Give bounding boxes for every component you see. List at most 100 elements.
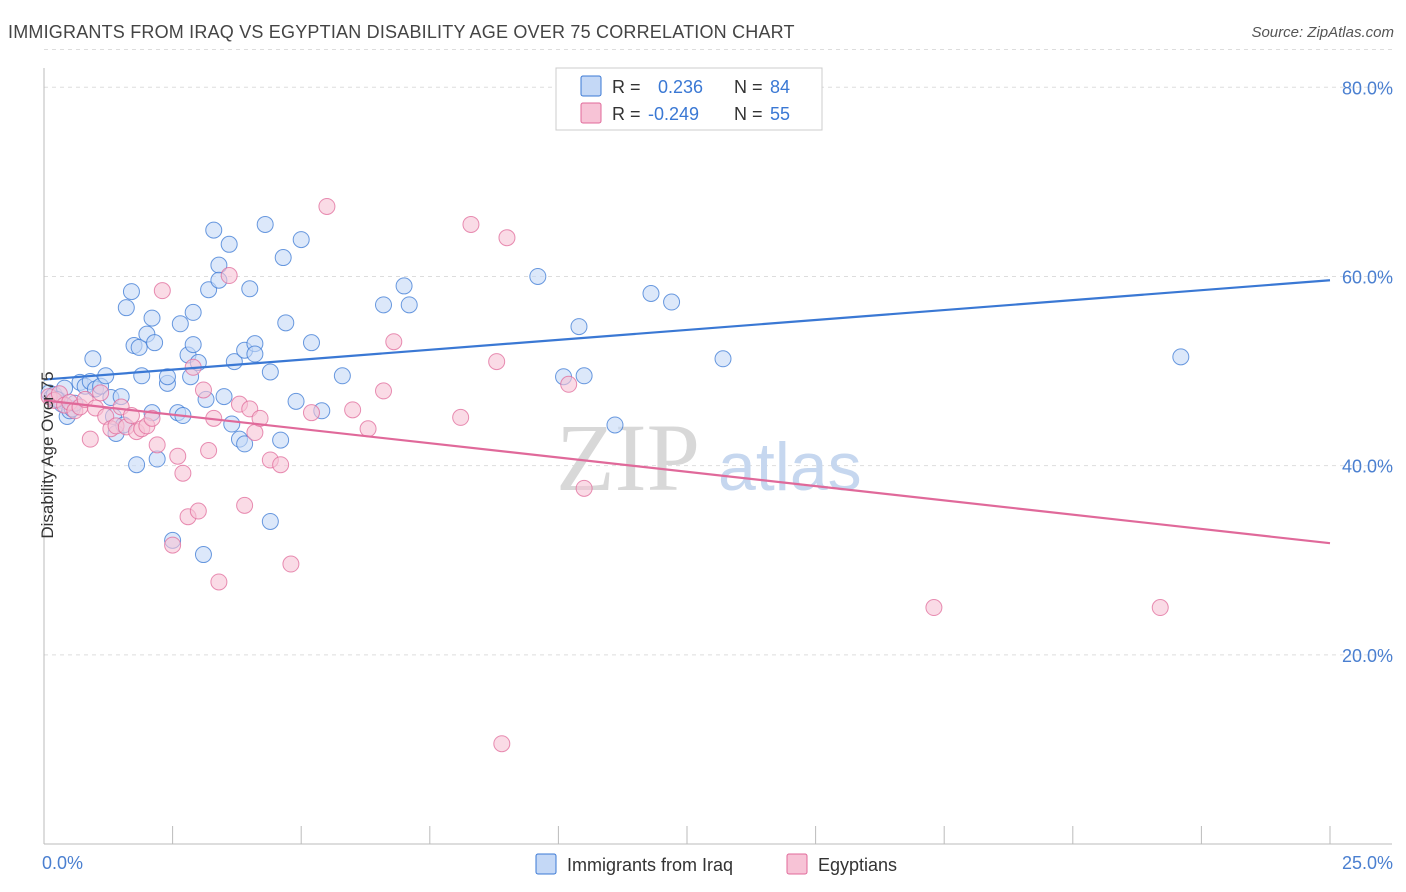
legend-swatch-egyptians (786, 853, 808, 875)
point-egyptians-54 (575, 479, 593, 497)
stats-r-label-egyptians: R = (612, 104, 641, 124)
y-tick-label-3: 80.0% (1342, 78, 1393, 98)
axes (43, 68, 1392, 845)
point-iraq-68 (302, 334, 320, 352)
point-iraq-27 (133, 367, 151, 385)
point-iraq-76 (570, 318, 588, 336)
point-iraq-57 (241, 280, 259, 298)
point-iraq-31 (146, 334, 164, 352)
point-iraq-32 (148, 450, 166, 468)
y-tick-label-0: 20.0% (1342, 646, 1393, 666)
point-iraq-65 (277, 314, 295, 332)
trend-line-egyptians (43, 399, 1331, 545)
point-iraq-79 (642, 284, 660, 302)
stats-r-value-egyptians: -0.249 (648, 104, 699, 124)
trend-lines (43, 279, 1331, 545)
point-egyptians-50 (488, 353, 506, 371)
point-egyptians-23 (164, 536, 182, 554)
point-iraq-61 (261, 512, 279, 530)
point-iraq-23 (122, 283, 140, 301)
chart-title: IMMIGRANTS FROM IRAQ VS EGYPTIAN DISABIL… (8, 22, 795, 42)
point-egyptians-51 (493, 735, 511, 753)
point-iraq-71 (375, 296, 393, 314)
point-egyptians-20 (143, 409, 161, 427)
point-iraq-44 (194, 546, 212, 564)
point-egyptians-10 (92, 384, 110, 402)
point-egyptians-38 (251, 409, 269, 427)
point-iraq-30 (143, 309, 161, 327)
point-iraq-62 (261, 363, 279, 381)
point-iraq-72 (395, 277, 413, 295)
legend-label-iraq: Immigrants from Iraq (567, 855, 733, 875)
point-egyptians-42 (302, 404, 320, 422)
point-iraq-66 (287, 392, 305, 410)
point-egyptians-35 (236, 496, 254, 514)
point-iraq-74 (529, 267, 547, 285)
point-iraq-70 (333, 367, 351, 385)
point-egyptians-37 (246, 424, 264, 442)
stats-swatch-egyptians (580, 102, 602, 124)
trend-line-iraq (43, 279, 1331, 381)
point-iraq-37 (171, 315, 189, 333)
x-tick-label-1: 25.0% (1342, 853, 1393, 873)
point-egyptians-49 (462, 215, 480, 233)
watermark-zip: ZIP (556, 404, 700, 511)
point-iraq-41 (184, 303, 202, 321)
point-iraq-67 (292, 231, 310, 249)
point-iraq-64 (274, 249, 292, 267)
legend-label-egyptians: Egyptians (818, 855, 897, 875)
point-egyptians-43 (318, 197, 336, 215)
point-egyptians-52 (498, 229, 516, 247)
legend-swatch-iraq (535, 853, 557, 875)
point-iraq-60 (256, 215, 274, 233)
point-egyptians-46 (375, 382, 393, 400)
stats-n-label-iraq: N = (734, 77, 763, 97)
stats-legend: R = 0.236 N = 84 R = -0.249 N = 55 (555, 67, 823, 131)
point-egyptians-47 (385, 333, 403, 351)
stats-r-value-iraq: 0.236 (658, 77, 703, 97)
point-iraq-25 (128, 456, 146, 474)
point-egyptians-21 (148, 436, 166, 454)
stats-r-label-iraq: R = (612, 77, 641, 97)
point-iraq-59 (246, 345, 264, 363)
point-egyptians-48 (452, 408, 470, 426)
point-iraq-34 (158, 368, 176, 386)
point-iraq-78 (606, 416, 624, 434)
tick-labels: 20.0% 40.0% 60.0% 80.0% 0.0% 25.0% (42, 78, 1393, 873)
point-egyptians-30 (200, 442, 218, 460)
point-iraq-80 (663, 293, 681, 311)
point-iraq-42 (184, 336, 202, 354)
point-iraq-50 (215, 388, 233, 406)
point-egyptians-29 (194, 381, 212, 399)
point-egyptians-56 (1151, 599, 1169, 617)
stats-n-value-egyptians: 55 (770, 104, 790, 124)
point-egyptians-33 (220, 267, 238, 285)
point-iraq-51 (220, 235, 238, 253)
point-iraq-52 (223, 415, 241, 433)
watermark-atlas: atlas (718, 429, 862, 505)
stats-n-label-egyptians: N = (734, 104, 763, 124)
point-egyptians-25 (174, 464, 192, 482)
point-egyptians-22 (153, 282, 171, 300)
point-iraq-26 (130, 338, 148, 356)
point-egyptians-44 (344, 401, 362, 419)
point-iraq-77 (575, 367, 593, 385)
point-iraq-81 (714, 350, 732, 368)
point-iraq-55 (236, 435, 254, 453)
stats-n-value-iraq: 84 (770, 77, 790, 97)
chart-source: Source: ZipAtlas.com (1251, 24, 1394, 41)
y-tick-label-1: 40.0% (1342, 457, 1393, 477)
point-egyptians-53 (560, 375, 578, 393)
point-egyptians-32 (210, 573, 228, 591)
point-egyptians-8 (81, 430, 99, 448)
stats-swatch-iraq (580, 75, 602, 97)
point-iraq-14 (84, 350, 102, 368)
point-egyptians-45 (359, 420, 377, 438)
y-axis-label: Disability Age Over 75 (38, 371, 57, 539)
point-egyptians-41 (282, 555, 300, 573)
point-iraq-82 (1172, 348, 1190, 366)
point-egyptians-55 (925, 599, 943, 617)
point-egyptians-24 (169, 447, 187, 465)
point-iraq-73 (400, 296, 418, 314)
